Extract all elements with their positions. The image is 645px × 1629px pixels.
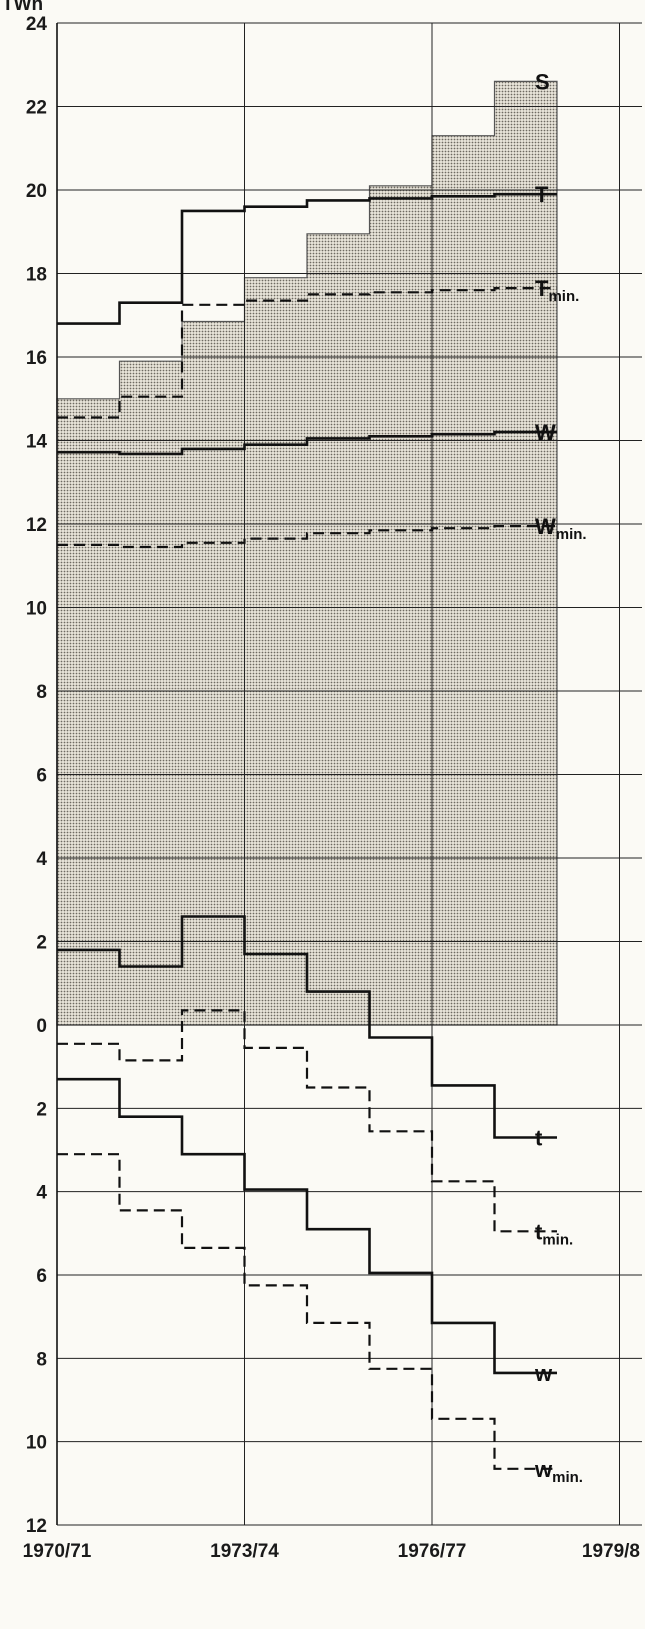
y-tick-label: 12: [26, 515, 47, 536]
series-label: t: [535, 1126, 543, 1151]
y-tick-label: 8: [36, 682, 47, 703]
series-label: W: [535, 420, 556, 445]
x-tick-label: 1973/74: [210, 1541, 279, 1562]
series-label: T: [535, 182, 549, 207]
series-line-3: [57, 430, 557, 456]
y-tick-label: 8: [36, 1349, 47, 1370]
y-tick-label: 10: [26, 599, 47, 620]
x-tick-label: 1979/8: [582, 1541, 640, 1562]
series-line-1: [57, 192, 557, 325]
y-tick-label: 0: [36, 1016, 47, 1037]
series-labels-layer: S T Tmin. W Wmin. t tmin. w wmin.: [534, 69, 587, 1485]
y-tick-label: 24: [26, 14, 48, 35]
series-line-5: [57, 915, 557, 1139]
area-series-s: [56, 80, 558, 1026]
y-tick-label: 2: [36, 1099, 47, 1120]
series-label: wmin.: [534, 1457, 583, 1486]
y-tick-label: 10: [26, 1433, 47, 1454]
y-tick-label: 2: [36, 933, 47, 954]
unit-label: TWh: [2, 0, 43, 15]
series-line-2: [57, 287, 557, 419]
series-line-6: [57, 1009, 557, 1233]
series-label: tmin.: [535, 1219, 573, 1248]
series-line-4: [57, 525, 557, 549]
lines-layer: [57, 192, 557, 1470]
x-tick-label: 1976/77: [398, 1541, 467, 1562]
series-label: Tmin.: [535, 276, 579, 305]
y-tick-label: 16: [26, 348, 47, 369]
series-label: Wmin.: [535, 514, 587, 543]
series-label: S: [535, 69, 550, 94]
y-tick-label: 6: [36, 766, 47, 787]
y-tick-label: 12: [26, 1516, 47, 1537]
y-tick-label: 22: [26, 98, 47, 119]
y-tick-label: 4: [36, 849, 47, 870]
y-tick-label: 14: [26, 432, 48, 453]
series-label: w: [534, 1361, 553, 1386]
series-line-7: [57, 1077, 557, 1375]
series-line-8: [57, 1153, 557, 1470]
x-tick-label: 1970/71: [23, 1541, 92, 1562]
y-tick-label: 18: [26, 265, 47, 286]
y-tick-label: 6: [36, 1266, 47, 1287]
y-tick-label: 4: [36, 1183, 47, 1204]
y-tick-label: 20: [26, 181, 47, 202]
area-layer: [56, 80, 558, 1026]
